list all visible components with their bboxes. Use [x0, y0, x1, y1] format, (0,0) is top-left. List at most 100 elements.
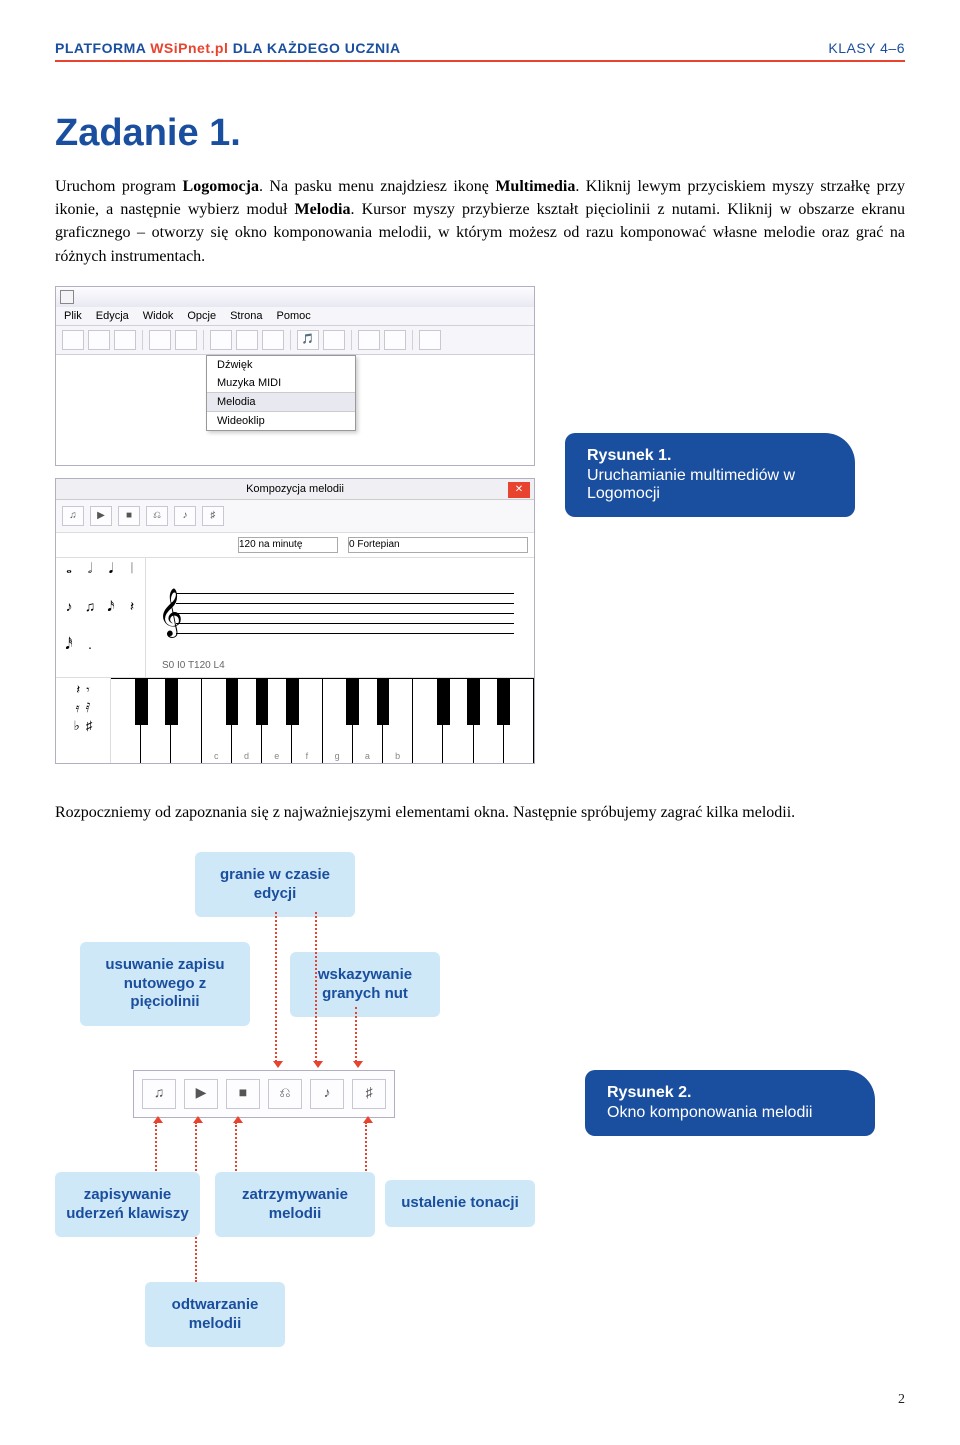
melody-tb-button[interactable]: ▶	[90, 506, 112, 526]
toolbar-button[interactable]	[210, 330, 232, 350]
toolbar-button[interactable]	[419, 330, 441, 350]
black-key[interactable]	[467, 679, 480, 725]
menubar: Plik Edycja Widok Opcje Strona Pomoc	[56, 307, 534, 326]
toolbar-button[interactable]	[175, 330, 197, 350]
toolbar-button[interactable]	[114, 330, 136, 350]
label-odtwarzanie: odtwarzanie melodii	[145, 1282, 285, 1348]
sharp-icon[interactable]: ♯	[86, 718, 93, 734]
dropdown-item-dzwiek[interactable]: Dźwięk	[207, 356, 355, 374]
tempo-input[interactable]	[238, 537, 338, 553]
black-key[interactable]	[135, 679, 148, 725]
header-text-c: DLA KAŻDEGO UCZNIA	[228, 40, 400, 56]
dropdown-item-melodia[interactable]: Melodia	[207, 392, 355, 412]
note-rest[interactable]: 𝄽	[123, 600, 141, 635]
toolbar-diagram: granie w czasie edycji usuwanie zapisu n…	[55, 852, 555, 1372]
rest-icon[interactable]: 𝄾	[86, 682, 89, 698]
black-key[interactable]	[286, 679, 299, 725]
tb-stop-icon[interactable]: ■	[226, 1079, 260, 1109]
note-whole[interactable]: 𝅝	[60, 562, 78, 597]
dropdown-item-wideoklip[interactable]: Wideoklip	[207, 412, 355, 430]
menu-widok[interactable]: Widok	[143, 310, 174, 322]
black-key[interactable]	[256, 679, 269, 725]
p1c: . Na pasku menu znajdziesz ikonę	[259, 178, 495, 195]
note-thirtysecond[interactable]: 𝅘𝅥𝅰	[60, 638, 78, 673]
tb-play-icon[interactable]: ▶	[184, 1079, 218, 1109]
note-eighth[interactable]: ♪	[60, 600, 78, 635]
window-icon	[60, 290, 74, 304]
multimedia-dropdown: Dźwięk Muzyka MIDI Melodia Wideoklip	[206, 355, 356, 431]
menu-pomoc[interactable]: Pomoc	[277, 310, 311, 322]
label-wskazywanie: wskazywanie granych nut	[290, 952, 440, 1018]
close-button[interactable]: ✕	[508, 482, 530, 498]
p1f: Melodia	[295, 201, 351, 218]
note-quarter[interactable]: 𝅘𝅥	[102, 562, 120, 597]
black-key[interactable]	[377, 679, 390, 725]
staff-line	[176, 603, 514, 604]
label-zatrzymywanie: zatrzymywanie melodii	[215, 1172, 375, 1238]
piano-keyboard[interactable]: cdefgab	[111, 678, 534, 763]
note-palette: 𝅝 𝅗𝅥 𝅘𝅥 𝄀 ♪ ♫ 𝅘𝅥𝅯 𝄽 𝅘𝅥𝅰 .	[56, 558, 146, 677]
connector-line	[355, 1007, 357, 1062]
note-dot[interactable]: .	[81, 638, 99, 673]
toolbar-button[interactable]	[323, 330, 345, 350]
tb-sharp-icon[interactable]: ♯	[352, 1079, 386, 1109]
black-key[interactable]	[165, 679, 178, 725]
melody-toolbar: ♫ ▶ ■ ⎌ ♪ ♯	[56, 500, 534, 533]
black-key[interactable]	[497, 679, 510, 725]
black-key[interactable]	[226, 679, 239, 725]
toolbar-button[interactable]	[149, 330, 171, 350]
note-sixteenth[interactable]: 𝅘𝅥𝅯	[102, 600, 120, 635]
rest-icon[interactable]: 𝄽	[76, 682, 80, 698]
staff: 𝄞	[156, 583, 524, 643]
melody-tb-button[interactable]: ♫	[62, 506, 84, 526]
note-beamed[interactable]: ♫	[81, 600, 99, 635]
page-number: 2	[55, 1392, 905, 1408]
paragraph-2: Rozpoczniemy od zapoznania się z najważn…	[55, 804, 905, 822]
black-key[interactable]	[437, 679, 450, 725]
toolbar-button[interactable]	[236, 330, 258, 350]
black-key[interactable]	[346, 679, 359, 725]
toolbar-separator	[412, 330, 413, 350]
rest-icon[interactable]: 𝅀	[86, 700, 91, 716]
p1b: Logomocja	[183, 178, 259, 195]
flat-icon[interactable]: ♭	[74, 718, 80, 734]
dropdown-item-muzyka[interactable]: Muzyka MIDI	[207, 374, 355, 392]
melody-tb-button[interactable]: ♯	[202, 506, 224, 526]
note-half[interactable]: 𝅗𝅥	[81, 562, 99, 597]
staff-area[interactable]: 𝄞 S0 I0 T120 L4	[146, 558, 534, 677]
label-usuwanie: usuwanie zapisu nutowego z pięciolinii	[80, 942, 250, 1026]
toolbar-button[interactable]	[88, 330, 110, 350]
caption2-title: Rysunek 2.	[607, 1084, 853, 1102]
key-label: d	[244, 751, 249, 761]
figure-1-caption: Rysunek 1. Uruchamianie multimediów w Lo…	[565, 433, 855, 517]
staff-line	[176, 633, 514, 634]
toolbar-button[interactable]	[262, 330, 284, 350]
instrument-select[interactable]	[348, 537, 528, 553]
menu-plik[interactable]: Plik	[64, 310, 82, 322]
toolbar-button[interactable]	[62, 330, 84, 350]
melody-tb-button[interactable]: ⎌	[146, 506, 168, 526]
tb-note-icon[interactable]: ♪	[310, 1079, 344, 1109]
menu-opcje[interactable]: Opcje	[187, 310, 216, 322]
rest-icon[interactable]: 𝄿	[76, 700, 80, 716]
tb-undo-icon[interactable]: ⎌	[268, 1079, 302, 1109]
menu-strona[interactable]: Strona	[230, 310, 262, 322]
melody-tb-button[interactable]: ♪	[174, 506, 196, 526]
main-toolbar: 🎵	[56, 326, 534, 355]
note-barline[interactable]: 𝄀	[123, 562, 141, 597]
toolbar-button[interactable]	[384, 330, 406, 350]
header-text-a: PLATFORMA	[55, 40, 150, 56]
caption1-title: Rysunek 1.	[587, 447, 833, 465]
menu-edycja[interactable]: Edycja	[96, 310, 129, 322]
staff-line	[176, 593, 514, 594]
melody-tb-button[interactable]: ■	[118, 506, 140, 526]
p1a: Uruchom program	[55, 178, 183, 195]
connector-line	[275, 912, 277, 1062]
screenshot-melody-window: Kompozycja melodii ✕ ♫ ▶ ■ ⎌ ♪ ♯	[55, 478, 535, 764]
label-zapisywanie: zapisywanie uderzeń klawiszy	[55, 1172, 200, 1238]
screenshot-logomocja-window: Plik Edycja Widok Opcje Strona Pomoc	[55, 286, 535, 466]
toolbar-multimedia-button[interactable]: 🎵	[297, 330, 319, 350]
tb-record-icon[interactable]: ♫	[142, 1079, 176, 1109]
toolbar-button[interactable]	[358, 330, 380, 350]
paragraph-1: Uruchom program Logomocja. Na pasku menu…	[55, 175, 905, 268]
